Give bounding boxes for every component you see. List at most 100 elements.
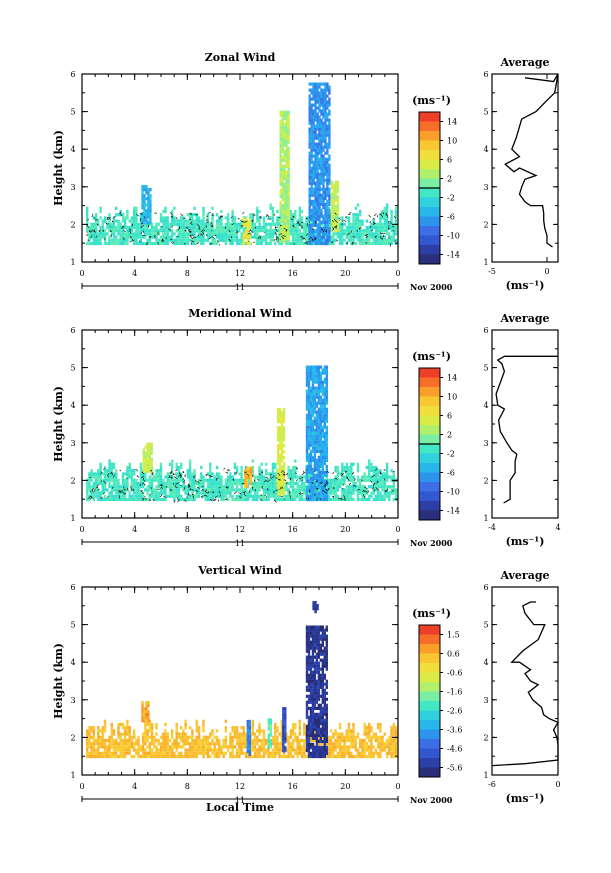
heatmap-cell bbox=[379, 485, 382, 489]
heatmap-cell bbox=[86, 241, 89, 246]
heatmap-cell bbox=[191, 238, 194, 242]
heatmap-cell bbox=[321, 470, 324, 474]
zero-contours bbox=[88, 466, 398, 503]
contour-segment bbox=[213, 498, 216, 501]
heatmap-cell bbox=[213, 491, 216, 495]
contour-segment bbox=[352, 242, 355, 244]
heatmap-cell bbox=[128, 751, 131, 755]
contour-segment bbox=[388, 237, 390, 239]
heatmap-cell bbox=[280, 441, 284, 445]
heatmap-cell bbox=[269, 494, 272, 498]
heatmap-cell bbox=[86, 209, 89, 214]
heatmap-cell bbox=[262, 216, 266, 220]
heatmap-cell bbox=[326, 178, 329, 182]
heatmap-cell bbox=[130, 735, 134, 739]
contour-segment bbox=[149, 493, 151, 496]
heatmap-cell bbox=[285, 176, 288, 180]
heatmap-cell bbox=[150, 491, 154, 495]
heatmap-cell bbox=[247, 469, 251, 473]
heatmap-cell bbox=[159, 491, 163, 495]
heatmap-cell bbox=[320, 103, 323, 107]
heatmap-cell bbox=[142, 463, 145, 467]
heatmap-cell bbox=[142, 448, 145, 452]
heatmap-cell bbox=[368, 478, 371, 482]
heatmap-cell bbox=[99, 235, 102, 239]
heatmap-cell bbox=[314, 214, 317, 218]
contour-segment bbox=[364, 233, 368, 237]
heatmap-cell bbox=[209, 229, 212, 233]
heatmap-cell bbox=[211, 225, 214, 230]
heatmap-cell bbox=[383, 235, 386, 239]
contour-segment bbox=[100, 471, 103, 475]
heatmap-cell bbox=[150, 451, 153, 455]
heatmap-cell bbox=[249, 475, 253, 479]
heatmap-cell bbox=[350, 485, 353, 489]
heatmap-cell bbox=[394, 206, 398, 210]
heatmap-cell bbox=[311, 467, 315, 471]
heatmap-cell bbox=[94, 742, 98, 746]
heatmap-cell bbox=[325, 383, 328, 387]
heatmap-cell bbox=[162, 497, 165, 502]
heatmap-cell bbox=[229, 481, 232, 486]
heatmap-cell bbox=[336, 213, 340, 217]
heatmap-cell bbox=[267, 222, 270, 226]
heatmap-cell bbox=[99, 729, 102, 733]
contour-segment bbox=[261, 471, 264, 474]
heatmap-cell bbox=[379, 225, 382, 230]
contour-segment bbox=[257, 237, 260, 239]
heatmap-cell bbox=[121, 219, 125, 223]
heatmap-cell bbox=[343, 229, 346, 233]
heatmap-cell bbox=[311, 422, 315, 426]
heatmap-cell bbox=[86, 229, 89, 233]
heatmap-cell bbox=[285, 128, 288, 132]
heatmap-cell bbox=[215, 478, 219, 482]
heatmap-cell bbox=[180, 462, 183, 466]
heatmap-cell bbox=[314, 241, 317, 246]
heatmap-cell bbox=[86, 748, 89, 752]
heatmap-cell bbox=[106, 738, 109, 743]
heatmap-cell bbox=[112, 222, 116, 226]
heatmap-cell bbox=[184, 751, 187, 755]
heatmap-cell bbox=[316, 106, 319, 110]
heatmap-cell bbox=[310, 124, 313, 128]
heatmap-cell bbox=[171, 238, 174, 242]
heatmap-cell bbox=[133, 235, 136, 239]
heatmap-cell bbox=[171, 494, 174, 498]
heatmap-cell bbox=[314, 157, 317, 161]
heatmap-cell bbox=[110, 478, 113, 482]
heatmap-cell bbox=[361, 241, 364, 246]
heatmap-cell bbox=[86, 732, 89, 736]
heatmap-cell bbox=[381, 238, 384, 242]
heatmap-cell bbox=[315, 365, 319, 369]
heatmap-cell bbox=[94, 472, 98, 476]
heatmap-cell bbox=[314, 127, 317, 131]
heatmap-cell bbox=[119, 488, 122, 492]
heatmap-cell bbox=[388, 491, 391, 495]
contour-segment bbox=[218, 486, 221, 489]
heatmap-cell bbox=[175, 481, 178, 486]
heatmap-cell bbox=[137, 742, 140, 746]
heatmap-cell bbox=[285, 494, 288, 498]
heatmap-cell bbox=[119, 497, 122, 502]
heatmap-cell bbox=[318, 232, 321, 237]
heatmap-cell bbox=[313, 365, 317, 369]
contour-segment bbox=[123, 488, 126, 491]
heatmap-cell bbox=[279, 110, 282, 114]
heatmap-cell bbox=[235, 225, 239, 230]
heatmap-cell bbox=[126, 751, 129, 755]
heatmap-cell bbox=[285, 234, 288, 238]
heatmap-cell bbox=[200, 238, 203, 242]
heatmap-cell bbox=[141, 494, 145, 498]
heatmap-cell bbox=[164, 225, 167, 230]
heatmap-cell bbox=[128, 469, 131, 473]
heatmap-cell bbox=[224, 225, 228, 230]
heatmap-cell bbox=[279, 237, 282, 241]
heatmap-cell bbox=[291, 213, 295, 217]
heatmap-cell bbox=[281, 116, 284, 120]
heatmap-cell bbox=[318, 238, 321, 243]
heatmap-cell bbox=[253, 235, 257, 239]
heatmap-cell bbox=[117, 748, 120, 752]
heatmap-cell bbox=[343, 481, 346, 486]
heatmap-cell bbox=[88, 735, 91, 739]
y-tick-label: 4 bbox=[70, 145, 75, 154]
